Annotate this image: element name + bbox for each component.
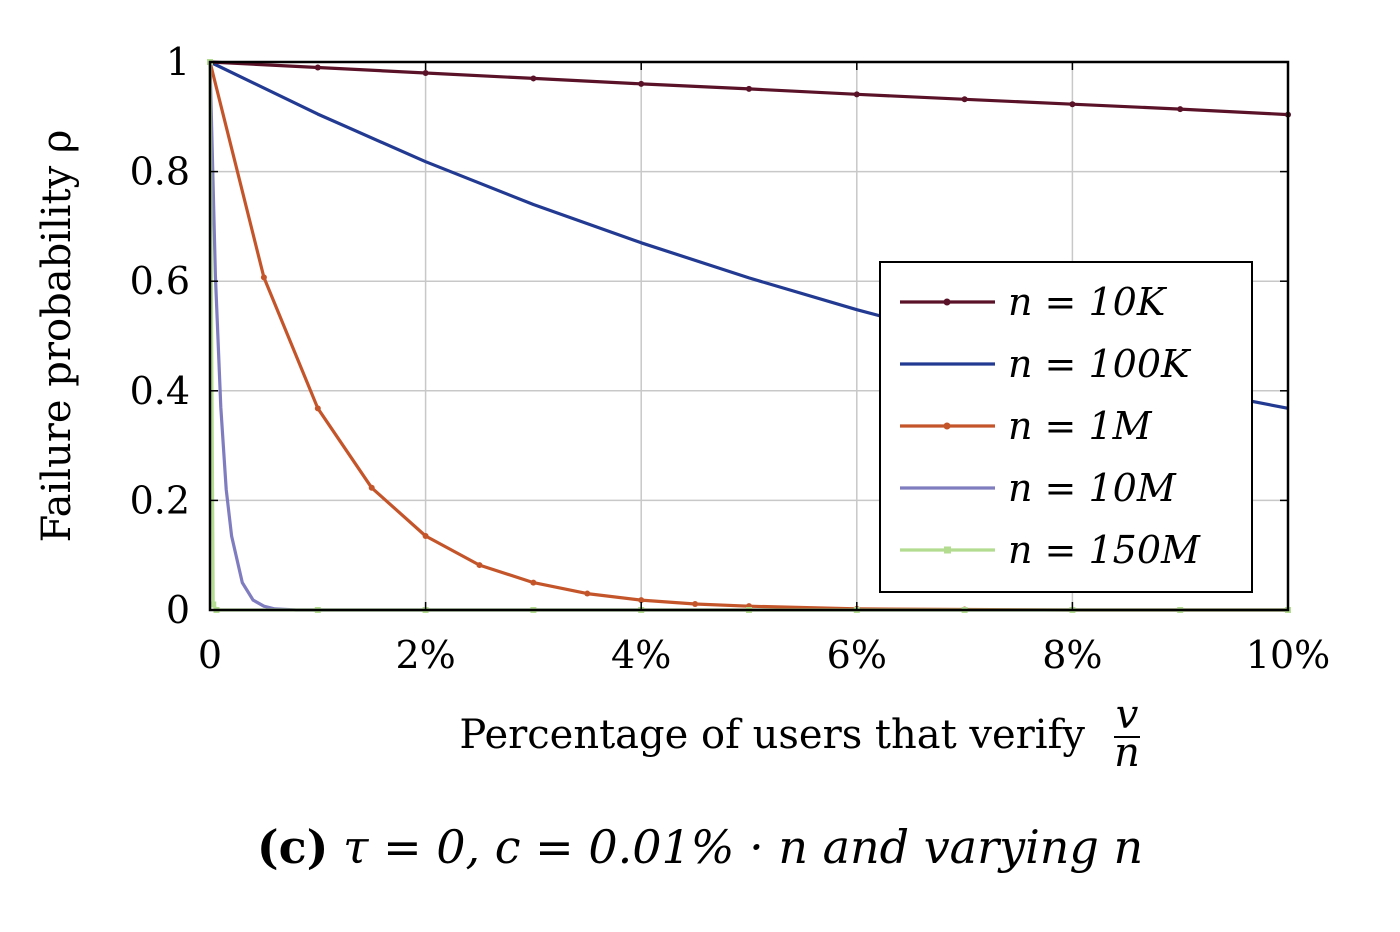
data-point	[530, 579, 537, 586]
y-tick-label: 1	[166, 40, 190, 84]
y-tick-label: 0.8	[130, 150, 190, 194]
data-point	[422, 69, 429, 76]
x-axis-label-fraction: v n	[1114, 692, 1140, 776]
data-point	[530, 75, 537, 82]
grid	[210, 62, 1288, 610]
ticks: 0 2% 4% 6% 8% 10% 0 0.2 0.4 0.6 0.8 1	[130, 40, 1331, 677]
data-point	[584, 590, 591, 597]
data-point	[746, 85, 752, 92]
series-0	[207, 59, 1291, 118]
data-point	[1177, 106, 1184, 113]
data-point	[476, 562, 483, 569]
legend-marker	[943, 422, 951, 430]
x-tick-label: 6%	[827, 633, 887, 677]
x-tick-label: 4%	[611, 633, 671, 677]
y-tick-label: 0	[166, 588, 190, 632]
x-tick-label: 10%	[1246, 633, 1330, 677]
plot-frame	[208, 60, 1290, 612]
fraction-denominator: n	[1114, 730, 1140, 776]
caption-tag: (c)	[256, 820, 329, 874]
data-point	[692, 600, 699, 607]
y-tick-label: 0.4	[130, 369, 190, 413]
data-point	[260, 274, 267, 281]
data-point	[638, 80, 645, 87]
legend-label: n = 10K	[1008, 280, 1168, 324]
fraction-numerator: v	[1116, 692, 1139, 738]
caption-text: τ = 0, c = 0.01% · n and varying n	[343, 820, 1144, 874]
y-axis-label: Failure probability ρ	[34, 130, 80, 543]
data-point	[853, 91, 860, 98]
chart: 0 2% 4% 6% 8% 10% 0 0.2 0.4 0.6 0.8 1 Failure proba…	[34, 40, 1331, 776]
data-point	[314, 405, 321, 412]
legend-label: n = 10M	[1008, 466, 1177, 510]
data-point	[368, 484, 375, 491]
legend-marker	[943, 298, 951, 306]
data-point	[638, 597, 645, 604]
x-tick-label: 8%	[1042, 633, 1102, 677]
legend-label: n = 150M	[1008, 528, 1201, 572]
y-tick-label: 0.6	[130, 259, 190, 303]
legend-marker	[944, 546, 951, 554]
data-point	[961, 96, 968, 103]
data-point	[422, 533, 429, 540]
legend: n = 10K n = 100K n = 1M n = 10M n = 150M	[879, 261, 1253, 593]
x-axis-label: Percentage of users that verify	[459, 712, 1085, 758]
data-point	[210, 601, 217, 608]
data-point	[1069, 101, 1076, 108]
y-tick-label: 0.2	[130, 478, 190, 522]
data-point	[314, 64, 321, 71]
legend-label: n = 100K	[1008, 342, 1192, 386]
x-tick-label: 2%	[395, 633, 455, 677]
caption: (c) τ = 0, c = 0.01% · n and varying n	[0, 820, 1400, 874]
legend-label: n = 1M	[1008, 404, 1153, 448]
x-tick-label: 0	[198, 633, 222, 677]
